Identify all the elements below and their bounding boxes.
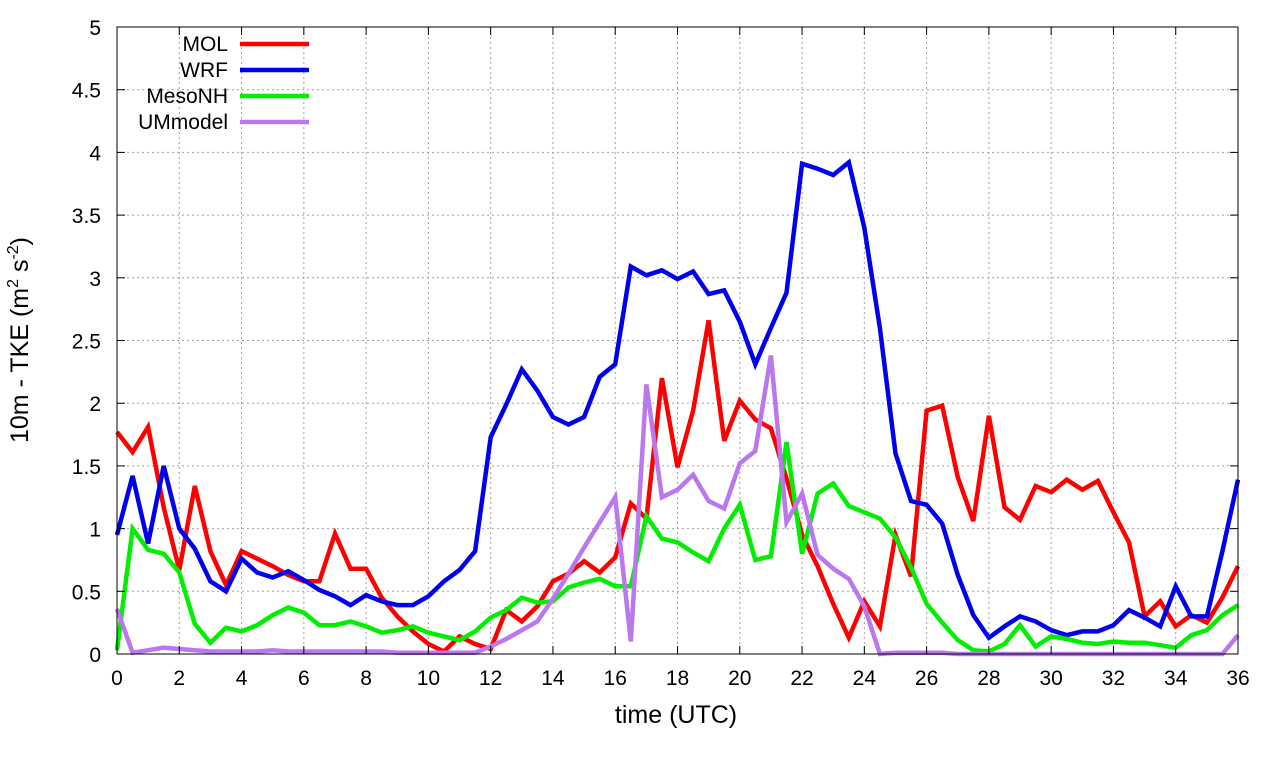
x-tick-label: 32: [1102, 667, 1125, 690]
x-tick-label: 24: [853, 667, 877, 690]
x-tick-label: 20: [728, 667, 751, 690]
y-axis-label-mid: s: [6, 260, 34, 279]
x-tick-label: 16: [604, 667, 627, 690]
y-tick-label: 1: [89, 519, 101, 542]
y-tick-label: 0: [89, 644, 101, 667]
y-tick-label: 1.5: [72, 456, 101, 479]
y-axis-label: 10m - TKE (m2 s-2): [5, 237, 34, 443]
y-tick-label: 4.5: [72, 80, 101, 103]
x-tick-label: 8: [360, 667, 372, 690]
series-line-mesonh: [114, 441, 1240, 654]
y-tick-label: 2: [89, 393, 101, 416]
x-tick-label: 34: [1164, 667, 1188, 690]
x-tick-label: 12: [479, 667, 502, 690]
axis-ticks: 0 2 4 6 8 10 12 14 16 18 20 22 24 26 28 30 32 34 3600.511.…: [72, 17, 1250, 690]
x-tick-label: 22: [790, 667, 813, 690]
legend-label-mesonh: MesoNH: [146, 85, 228, 108]
x-tick-label: 18: [666, 667, 689, 690]
x-axis-label: time (UTC): [615, 701, 737, 729]
y-axis-label-sup2: -2: [5, 245, 22, 259]
x-tick-label: 10: [417, 667, 440, 690]
y-tick-label: 2.5: [72, 331, 101, 354]
legend: MOL WRF MesoNH UMmodel: [138, 33, 309, 134]
y-tick-label: 3: [89, 268, 101, 291]
x-tick-label: 4: [236, 667, 248, 690]
y-axis-label-end: ): [6, 237, 34, 245]
y-tick-label: 4: [89, 142, 101, 165]
y-axis-label-sup1: 2: [5, 279, 22, 288]
y-tick-label: 0.5: [72, 581, 101, 604]
legend-label-wrf: WRF: [180, 59, 228, 82]
x-tick-label: 2: [173, 667, 185, 690]
x-tick-label: 0: [111, 667, 123, 690]
y-tick-label: 5: [89, 17, 101, 40]
x-tick-label: 14: [541, 667, 565, 690]
x-tick-label: 28: [977, 667, 1000, 690]
legend-label-mol: MOL: [182, 33, 228, 56]
grid: [117, 27, 1238, 654]
x-tick-label: 6: [298, 667, 310, 690]
x-tick-label: 26: [915, 667, 938, 690]
series-line-mol: [115, 320, 1241, 655]
legend-label-ummodel: UMmodel: [138, 111, 228, 134]
series-line-wrf: [114, 158, 1241, 641]
x-tick-label: 30: [1039, 667, 1062, 690]
y-axis-label-main: 10m - TKE (m: [6, 288, 34, 443]
x-tick-label: 36: [1226, 667, 1249, 690]
y-tick-label: 3.5: [72, 205, 101, 228]
